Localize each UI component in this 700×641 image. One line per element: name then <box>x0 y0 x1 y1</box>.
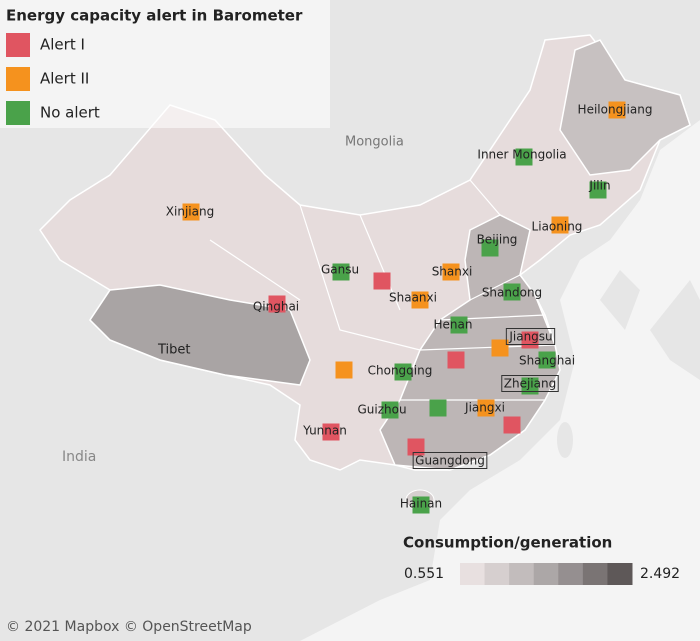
region-label: Yunnan <box>302 424 347 438</box>
alert-marker <box>412 496 430 514</box>
label-box <box>412 452 488 469</box>
alert-marker <box>551 216 569 234</box>
scale-min: 0.551 <box>404 566 444 582</box>
alert-marker <box>477 399 495 417</box>
ramp-step <box>484 563 510 585</box>
region-label: Qinghai <box>253 300 299 314</box>
alert-marker <box>411 291 429 309</box>
ramp-step <box>533 563 559 585</box>
alert-marker <box>394 363 412 381</box>
ramp-step <box>460 563 486 585</box>
color-ramp <box>460 563 633 585</box>
ramp-step <box>607 563 633 585</box>
alert-marker <box>332 263 350 281</box>
region-label: Hainan <box>400 497 442 511</box>
region-label: Beijing <box>477 233 518 247</box>
alert-marker <box>450 316 468 334</box>
region-label: Shanxi <box>432 265 473 279</box>
alert-marker <box>521 377 539 395</box>
region-label: Guizhou <box>357 403 406 417</box>
legend-label: Alert II <box>40 70 89 88</box>
scale-max: 2.492 <box>640 566 680 582</box>
scale-title: Consumption/generation <box>403 534 612 552</box>
region-label: Xinjiang <box>166 205 214 219</box>
regions: Heilongjiang Inner Mongolia Jilin Xinjiang L… <box>166 101 653 514</box>
alert-marker <box>503 416 521 434</box>
region-label: Jilin <box>588 179 610 193</box>
alert-marker <box>429 399 447 417</box>
map-label: Tibet <box>157 343 191 358</box>
alert-marker <box>589 181 607 199</box>
region-label: Gansu <box>321 263 359 277</box>
region-label: Liaoning <box>532 220 583 234</box>
alert-marker <box>481 239 499 257</box>
legend-swatch <box>6 101 30 125</box>
province-border <box>209 179 556 401</box>
region-label: Chongqing <box>368 364 433 378</box>
ramp-step <box>509 563 535 585</box>
alert-marker <box>515 148 533 166</box>
region-label: Henan <box>434 318 473 332</box>
label-box <box>505 328 556 345</box>
alert-marker <box>503 283 521 301</box>
region-label: Shandong <box>482 286 542 300</box>
tibet-region <box>89 284 311 386</box>
map-label: Mongolia <box>345 135 404 150</box>
region-label: Zhejiang <box>504 377 556 391</box>
legend-label: No alert <box>40 104 100 122</box>
ramp-step <box>558 563 584 585</box>
land <box>600 270 700 380</box>
attribution: © 2021 Mapbox © OpenStreetMap <box>6 619 252 635</box>
region-label: Shaanxi <box>389 291 437 305</box>
ramp-step <box>582 563 608 585</box>
region-label: Jiangsu <box>508 330 552 344</box>
region-label: Jiangxi <box>464 401 505 415</box>
legend-swatch <box>6 33 30 57</box>
alert-marker <box>447 351 465 369</box>
alert-marker <box>381 401 399 419</box>
legend-box <box>0 0 330 128</box>
legend: Alert I Alert II No alert <box>6 33 100 125</box>
legend-label: Alert I <box>40 36 85 54</box>
alert-marker <box>407 438 425 456</box>
legend-title: Energy capacity alert in Barometer <box>6 7 303 25</box>
alert-marker <box>322 423 340 441</box>
region-label: Guangdong <box>415 454 485 468</box>
alert-marker <box>608 101 626 119</box>
alert-marker <box>538 351 556 369</box>
island <box>557 422 573 458</box>
alert-marker <box>373 272 391 290</box>
alert-marker <box>268 295 286 313</box>
map-label: India <box>62 449 96 465</box>
alert-marker <box>182 203 200 221</box>
alert-marker <box>442 263 460 281</box>
alert-marker <box>335 361 353 379</box>
label-box <box>501 375 559 392</box>
region-label: Inner Mongolia <box>477 148 566 162</box>
alert-marker <box>491 339 509 357</box>
legend-swatch <box>6 67 30 91</box>
region-label: Heilongjiang <box>578 103 653 117</box>
region-label: Shanghai <box>519 354 575 368</box>
